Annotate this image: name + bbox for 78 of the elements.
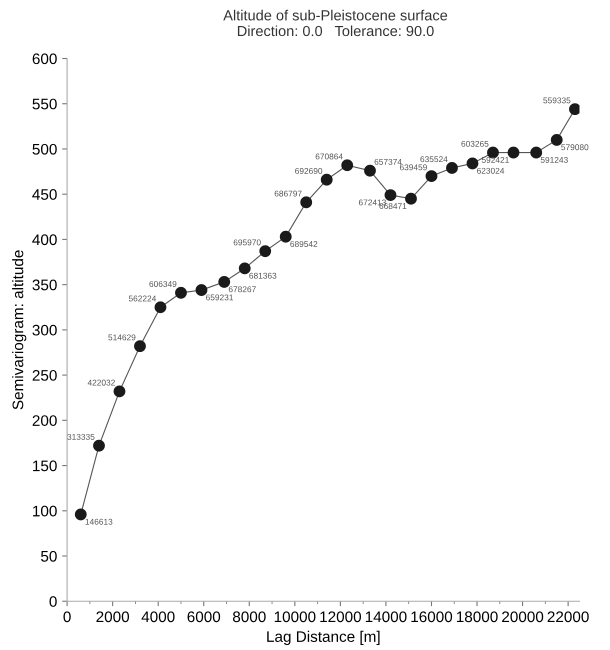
y-tick-label: 0 bbox=[49, 596, 57, 607]
point bbox=[114, 385, 126, 398]
y-tick-label: 150 bbox=[33, 460, 57, 472]
annotation: 686797 bbox=[274, 190, 302, 197]
y-tick-label: 50 bbox=[40, 550, 57, 562]
x-tick-label: 20000 bbox=[502, 611, 544, 622]
point bbox=[238, 262, 251, 274]
annotation: 579080 bbox=[561, 144, 588, 150]
point bbox=[259, 245, 272, 258]
annotation: 657374 bbox=[374, 158, 402, 165]
annotation: 668471 bbox=[379, 203, 406, 209]
x-tick-label: 6000 bbox=[188, 611, 220, 622]
x-tick-label: 8000 bbox=[232, 611, 266, 622]
annotation: 514629 bbox=[108, 334, 136, 340]
point bbox=[364, 164, 376, 177]
annotation: 559335 bbox=[543, 97, 570, 104]
y-tick-label: 250 bbox=[32, 370, 57, 381]
point bbox=[74, 508, 87, 520]
annotation: 670864 bbox=[316, 154, 343, 160]
annotation: 603265 bbox=[461, 140, 488, 147]
y-tick-label: 550 bbox=[32, 98, 57, 110]
point bbox=[175, 286, 187, 299]
point bbox=[466, 158, 478, 170]
point bbox=[134, 340, 146, 352]
point bbox=[384, 189, 396, 201]
annotation: 692690 bbox=[295, 168, 322, 174]
annotation: 623024 bbox=[477, 168, 504, 174]
y-axis-title: Semivariogram: altitude bbox=[12, 250, 26, 410]
y-tick-label: 300 bbox=[32, 324, 57, 336]
x-tick-label: 14000 bbox=[366, 611, 407, 622]
point bbox=[154, 301, 166, 314]
annotation: 695970 bbox=[234, 239, 261, 246]
annotation: 659231 bbox=[206, 294, 234, 300]
y-tick-label: 100 bbox=[33, 506, 57, 516]
annotation: 592421 bbox=[482, 156, 509, 163]
annotation: 689542 bbox=[290, 241, 318, 247]
x-axis-title: Lag Distance [m] bbox=[267, 630, 380, 646]
x-tick-label: 16000 bbox=[411, 611, 452, 622]
x-tick-label: 18000 bbox=[456, 611, 498, 622]
y-tick-label: 500 bbox=[32, 144, 57, 155]
y-tick-label: 350 bbox=[32, 280, 57, 290]
point bbox=[196, 284, 208, 296]
chart-title: Altitude of sub-Pleistocene surface bbox=[223, 10, 448, 20]
point bbox=[218, 276, 230, 288]
y-tick-label: 600 bbox=[32, 53, 57, 64]
point bbox=[426, 170, 438, 182]
x-tick-label: 10000 bbox=[274, 611, 316, 622]
annotation: 313335 bbox=[67, 434, 94, 440]
point bbox=[508, 146, 520, 158]
y-tick-label: 200 bbox=[32, 415, 57, 426]
annotation: 591243 bbox=[540, 156, 568, 163]
point bbox=[300, 196, 312, 208]
annotation: 639459 bbox=[400, 164, 427, 170]
annotation: 681363 bbox=[249, 272, 276, 279]
x-tick-label: 2000 bbox=[96, 611, 130, 622]
annotation: 146613 bbox=[86, 518, 112, 525]
x-tick-label: 4000 bbox=[142, 611, 175, 622]
annotation: 678267 bbox=[228, 286, 256, 292]
chart-subtitle: Direction: 0.0 Tolerance: 90.0 bbox=[238, 25, 434, 36]
point bbox=[341, 159, 354, 172]
annotation: 672413 bbox=[358, 199, 386, 206]
point bbox=[405, 192, 417, 205]
point bbox=[280, 230, 292, 243]
point bbox=[569, 103, 580, 116]
x-tick-label: 12000 bbox=[320, 611, 362, 622]
point bbox=[530, 146, 542, 158]
point bbox=[446, 162, 458, 174]
point bbox=[93, 440, 105, 452]
annotation: 635524 bbox=[420, 156, 448, 162]
point bbox=[550, 134, 563, 146]
y-tick-label: 450 bbox=[32, 189, 57, 200]
annotation: 606349 bbox=[149, 281, 176, 287]
annotation: 562224 bbox=[128, 296, 156, 302]
point bbox=[320, 174, 333, 186]
annotation: 422032 bbox=[88, 380, 115, 386]
x-tick-label: 22000 bbox=[548, 611, 589, 622]
x-tick-label: 0 bbox=[63, 611, 71, 622]
y-tick-label: 400 bbox=[32, 234, 57, 246]
